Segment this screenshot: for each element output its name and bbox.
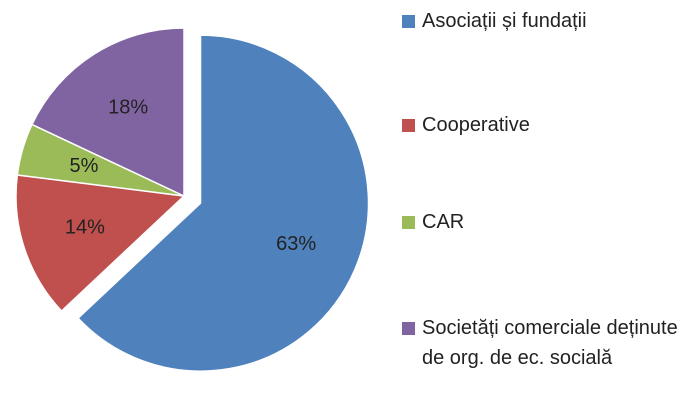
legend-label: Cooperative bbox=[422, 114, 530, 136]
pie-slice bbox=[15, 174, 186, 313]
legend-swatch bbox=[402, 322, 415, 335]
legend-item: Asociații și fundații bbox=[400, 6, 690, 36]
legend-label: Societăți comerciale deținute de org. de… bbox=[422, 317, 678, 369]
legend-item: Societăți comerciale deținute de org. de… bbox=[400, 313, 690, 373]
pie-slice bbox=[76, 34, 370, 372]
legend-item: CAR bbox=[400, 207, 690, 237]
data-label: 5% bbox=[70, 155, 99, 177]
data-label: 63% bbox=[276, 233, 316, 255]
pie: 63% 14% 5% 18% bbox=[15, 27, 370, 372]
legend-label: CAR bbox=[422, 211, 465, 233]
pie-slice bbox=[30, 27, 185, 198]
legend-item: Cooperative bbox=[400, 110, 690, 140]
legend-label: Asociații și fundații bbox=[422, 10, 587, 32]
legend-swatch bbox=[402, 119, 415, 132]
legend-swatch bbox=[402, 216, 415, 229]
data-label: 18% bbox=[108, 96, 148, 118]
legend-swatch bbox=[402, 15, 415, 28]
data-label: 14% bbox=[65, 216, 105, 238]
